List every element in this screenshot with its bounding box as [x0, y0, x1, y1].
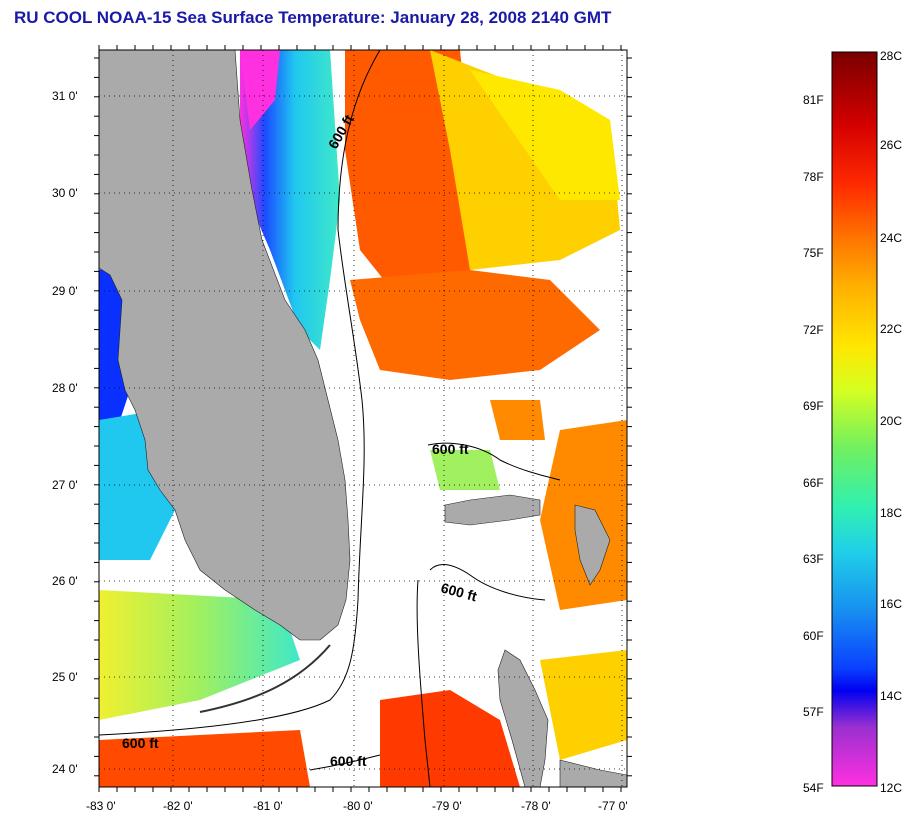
- sst-small-orange: [490, 400, 545, 440]
- isobath-label: 600 ft: [122, 735, 159, 751]
- colorbar-celsius-labels: 28C 26C 24C 22C 20C 18C 16C 14C 12C: [880, 49, 902, 795]
- colorbar-c-label: 22C: [880, 322, 902, 336]
- cuba-coast-land: [559, 759, 627, 787]
- sst-south-red: [99, 730, 310, 787]
- isobath-label: 600 ft: [432, 441, 469, 457]
- sst-warm-east: [430, 50, 620, 270]
- lon-label: -77 0': [598, 799, 628, 813]
- colorbar-c-label: 16C: [880, 597, 902, 611]
- colorbar-c-label: 28C: [880, 49, 902, 63]
- colorbar-gradient: [831, 51, 878, 787]
- lat-label: 25 0': [52, 670, 78, 684]
- lon-label: -79 0': [432, 799, 462, 813]
- map-title: RU COOL NOAA-15 Sea Surface Temperature:…: [14, 8, 612, 27]
- colorbar-c-label: 26C: [880, 138, 902, 152]
- sst-cuba-channel-red: [380, 690, 520, 787]
- map-panel[interactable]: 600 ft 600 ft 600 ft 600 ft 600 ft: [99, 50, 627, 787]
- colorbar-c-label: 20C: [880, 414, 902, 428]
- latitude-labels: 31 0' 30 0' 29 0' 28 0' 27 0' 26 0' 25 0…: [52, 89, 78, 776]
- graticule-grid: [99, 50, 627, 787]
- colorbar-f-label: 57F: [803, 705, 824, 719]
- colorbar-fahrenheit-labels: 81F 78F 75F 72F 69F 66F 63F 60F 57F 54F: [803, 93, 824, 795]
- lat-label: 30 0': [52, 186, 78, 200]
- colorbar-f-label: 54F: [803, 781, 824, 795]
- colorbar-f-label: 63F: [803, 552, 824, 566]
- lat-label: 27 0': [52, 478, 78, 492]
- sst-gulf-green: [99, 590, 300, 720]
- lat-label: 24 0': [52, 762, 78, 776]
- sst-bank-green: [430, 450, 500, 490]
- map-frame: [98, 49, 628, 788]
- lat-label: 29 0': [52, 284, 78, 298]
- lat-label: 28 0': [52, 381, 78, 395]
- andros-land: [497, 649, 549, 787]
- sst-gulfstream-mid: [350, 270, 600, 380]
- sst-coastal-cold-band: [240, 50, 340, 350]
- colorbar-f-label: 81F: [803, 93, 824, 107]
- lat-label: 26 0': [52, 574, 78, 588]
- isobath-600ft-lines: [99, 50, 561, 787]
- colorbar-c-label: 14C: [880, 689, 902, 703]
- colorbar-f-label: 66F: [803, 476, 824, 490]
- colorbar-f-label: 72F: [803, 323, 824, 337]
- florida-keys-land: [199, 644, 331, 713]
- colorbar-f-label: 78F: [803, 170, 824, 184]
- temperature-colorbar: 81F 78F 75F 72F 69F 66F 63F 60F 57F 54F …: [803, 49, 902, 795]
- lon-label: -82 0': [163, 799, 193, 813]
- colorbar-c-label: 18C: [880, 506, 902, 520]
- colorbar-f-label: 75F: [803, 246, 824, 260]
- grand-bahama-land: [444, 494, 541, 526]
- colorbar-c-label: 24C: [880, 231, 902, 245]
- sst-yellow-east: [470, 70, 620, 200]
- sst-coldest-patch: [240, 50, 280, 130]
- lat-label: 31 0': [52, 89, 78, 103]
- colorbar-f-label: 60F: [803, 629, 824, 643]
- abaco-land: [574, 504, 611, 586]
- florida-land: [99, 50, 351, 641]
- colorbar-f-label: 69F: [803, 399, 824, 413]
- sst-gulfstream-north: [345, 50, 470, 300]
- isobath-label: 600 ft: [330, 753, 367, 769]
- lon-label: -81 0': [253, 799, 283, 813]
- lon-label: -78 0': [521, 799, 551, 813]
- longitude-labels: -83 0' -82 0' -81 0' -80 0' -79 0' -78 0…: [86, 799, 628, 813]
- lon-label: -80 0': [343, 799, 373, 813]
- axis-ticks: [94, 45, 632, 792]
- sst-south-yellow: [540, 650, 627, 760]
- lon-label: -83 0': [86, 799, 116, 813]
- colorbar-c-label: 12C: [880, 781, 902, 795]
